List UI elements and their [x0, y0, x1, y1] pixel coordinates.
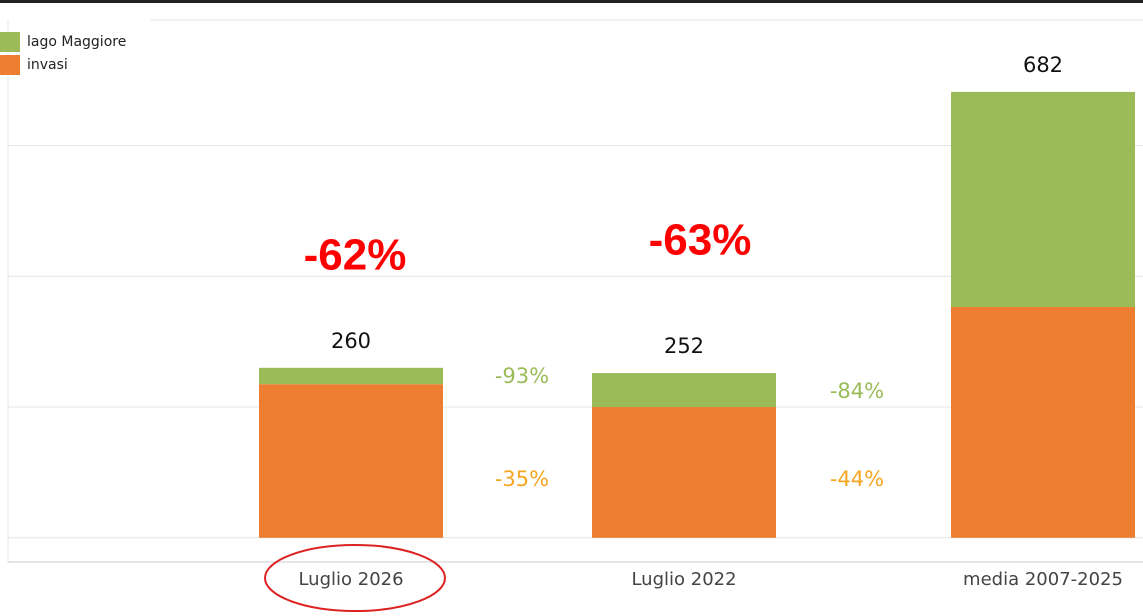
invasi-change: -35% [495, 467, 549, 491]
x-tick-label: Luglio 2022 [631, 569, 736, 590]
legend-label: invasi [27, 57, 68, 73]
invasi-change: -44% [830, 467, 884, 491]
window-edge [0, 0, 1143, 3]
bar-segment [259, 384, 443, 538]
x-tick-label: Luglio 2026 [298, 569, 403, 590]
legend-label: lago Maggiore [27, 34, 126, 50]
total-label: 682 [1023, 53, 1063, 77]
lago-change: -84% [830, 379, 884, 403]
legend-swatch [0, 32, 20, 52]
bar-segment [259, 367, 443, 385]
bar-segment [592, 373, 776, 408]
bar-segment [592, 407, 776, 538]
change-label: -63% [649, 216, 752, 265]
total-label: 252 [664, 334, 704, 358]
highlight-circle [264, 544, 446, 612]
total-label: 260 [331, 329, 371, 353]
x-tick-label: media 2007-2025 [963, 569, 1123, 590]
bar-segment [951, 307, 1135, 538]
bar-segment [951, 91, 1135, 308]
legend-swatch [0, 55, 20, 75]
change-label: -62% [304, 231, 407, 280]
lago-change: -93% [495, 364, 549, 388]
